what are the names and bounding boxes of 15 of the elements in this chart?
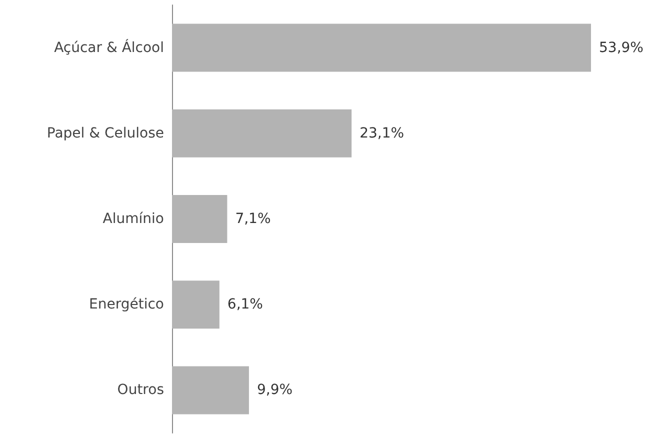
y-tick-label: Açúcar & Álcool bbox=[54, 38, 164, 56]
bar bbox=[172, 195, 228, 243]
y-tick-label: Energético bbox=[89, 296, 164, 313]
data-label: 6,1% bbox=[227, 296, 263, 313]
y-tick-label: Alumínio bbox=[102, 211, 164, 227]
bar bbox=[172, 366, 249, 414]
y-tick-label: Outros bbox=[117, 382, 164, 398]
data-label: 53,9% bbox=[599, 40, 644, 56]
data-label: 23,1% bbox=[360, 125, 404, 142]
data-label: 7,1% bbox=[235, 211, 271, 227]
bar bbox=[172, 24, 591, 72]
data-label: 9,9% bbox=[256, 382, 293, 398]
bar bbox=[172, 109, 352, 158]
y-tick-label: Papel & Celulose bbox=[46, 125, 164, 142]
bar bbox=[172, 280, 220, 329]
